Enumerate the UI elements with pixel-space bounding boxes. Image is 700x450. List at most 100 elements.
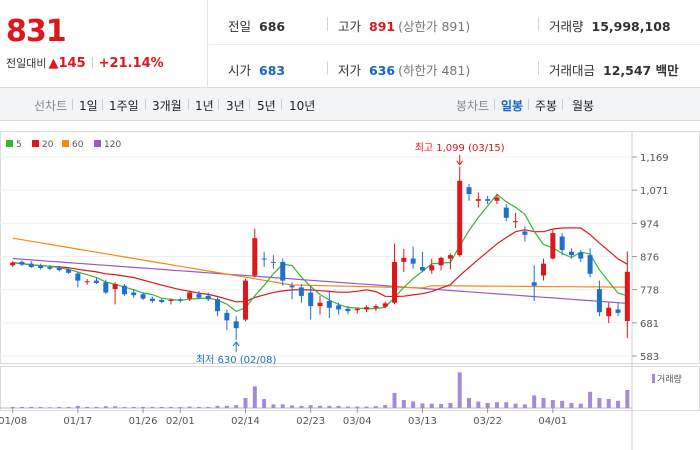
ma60-line	[12, 237, 628, 289]
volume-bar	[578, 403, 583, 408]
candle	[522, 231, 528, 235]
volume-bar	[234, 405, 239, 408]
candle	[261, 258, 267, 260]
volume-bar	[411, 401, 416, 408]
volume-bar	[569, 402, 574, 408]
ma120-line	[12, 257, 628, 304]
volume-bar	[57, 406, 62, 408]
candle	[419, 267, 425, 271]
ma5-line	[12, 193, 628, 312]
volume-bar	[373, 406, 378, 408]
y-tick-label: 1,071	[640, 186, 669, 197]
volume-bar	[504, 402, 509, 408]
volume-bar	[85, 406, 90, 408]
volume-bar	[122, 406, 127, 408]
legend-ma20: 20	[32, 140, 53, 150]
candle	[382, 303, 388, 307]
change-rate: +21.14%	[98, 56, 164, 71]
high-arrowhead-icon	[456, 160, 464, 166]
candle-monthly[interactable]: 월봉	[572, 99, 595, 113]
volume-bar	[308, 405, 313, 408]
period-1w[interactable]: 1주일	[109, 99, 139, 113]
volume-bar	[606, 399, 611, 408]
period-1y[interactable]: 1년	[195, 99, 214, 113]
candle-weekly[interactable]: 주봉	[535, 99, 558, 113]
prev-close: 전일 686	[228, 19, 286, 34]
candle-daily[interactable]: 일봉	[501, 99, 524, 113]
period-3m[interactable]: 3개월	[152, 99, 182, 113]
candle	[531, 282, 537, 286]
volume-bar	[625, 390, 630, 408]
volume-bar	[541, 397, 546, 408]
candle	[364, 307, 370, 310]
candle	[215, 299, 221, 312]
volume-bar	[103, 406, 108, 408]
candle	[345, 308, 351, 312]
candle	[336, 305, 342, 310]
candle	[28, 263, 34, 268]
volume-bar	[168, 406, 173, 408]
volume-bar	[318, 405, 322, 408]
y-tick-label: 876	[640, 253, 659, 264]
x-tick-label: 02/14	[231, 416, 260, 427]
x-tick-label: 02/01	[166, 416, 195, 427]
volume-bar	[94, 406, 99, 408]
y-tick-label: 778	[640, 286, 659, 297]
candle	[112, 284, 118, 290]
volume-bar	[392, 392, 397, 408]
candle	[10, 262, 16, 266]
period-5y[interactable]: 5년	[257, 99, 276, 113]
volume-bar	[457, 372, 462, 408]
x-tick-label: 02/23	[296, 416, 325, 427]
candle	[503, 207, 509, 218]
candle	[233, 321, 239, 329]
chart-toolbar: 선차트 1일 1주일 3개월 1년 3년 5년 10년 봉차트 일봉 주봉 월봉	[0, 88, 700, 121]
volume-bar	[75, 405, 80, 408]
volume-legend-swatch	[652, 374, 655, 383]
trade-amount: 거래대금 12,547 백만	[549, 63, 679, 78]
stock-summary: 831 전일대비 ▲145 +21.14% 전일 686 고가 891 (상한가 891)…	[0, 0, 700, 88]
low-price: 저가 636 (하한가 481)	[338, 63, 471, 78]
candle	[326, 300, 332, 308]
candle	[568, 251, 574, 256]
candle	[485, 199, 491, 201]
x-tick-label: 01/26	[129, 416, 158, 427]
x-tick-label: 04/01	[538, 416, 567, 427]
x-tick-label: 03/22	[473, 416, 502, 427]
volume-bar	[141, 406, 146, 408]
volume-bar	[401, 400, 406, 408]
current-price: 831	[6, 14, 67, 49]
volume-bar	[47, 407, 52, 408]
volume-bar	[150, 406, 155, 408]
candle	[392, 261, 398, 303]
period-10y[interactable]: 10년	[289, 99, 316, 113]
x-tick-label: 03/04	[343, 416, 372, 427]
volume-bar	[485, 402, 490, 408]
candle	[466, 187, 472, 195]
period-3y[interactable]: 3년	[226, 99, 245, 113]
volume-bar	[429, 403, 434, 408]
candle	[205, 295, 211, 300]
volume-bar	[597, 397, 602, 408]
volume-bar	[38, 406, 43, 408]
candle	[410, 258, 416, 264]
candle	[19, 261, 25, 265]
y-tick-label: 583	[640, 352, 659, 363]
volume-bar	[383, 405, 388, 408]
candle	[587, 255, 593, 274]
volume-bar	[196, 406, 201, 408]
candle	[494, 197, 500, 201]
candle	[103, 282, 109, 293]
legend-ma5: 5	[6, 140, 22, 150]
high-annotation: 최고 1,099 (03/15)	[415, 142, 505, 154]
period-1d[interactable]: 1일	[79, 99, 98, 113]
volume-stat: 거래량 15,998,108	[549, 19, 671, 34]
volume-bar	[476, 401, 481, 408]
volume-bar	[420, 403, 425, 408]
up-arrow-icon: ▲	[48, 56, 59, 71]
volume-bar	[243, 397, 248, 408]
candle	[131, 292, 137, 296]
volume-bar	[271, 404, 276, 408]
y-tick-label: 681	[640, 319, 659, 330]
candle	[541, 263, 547, 276]
